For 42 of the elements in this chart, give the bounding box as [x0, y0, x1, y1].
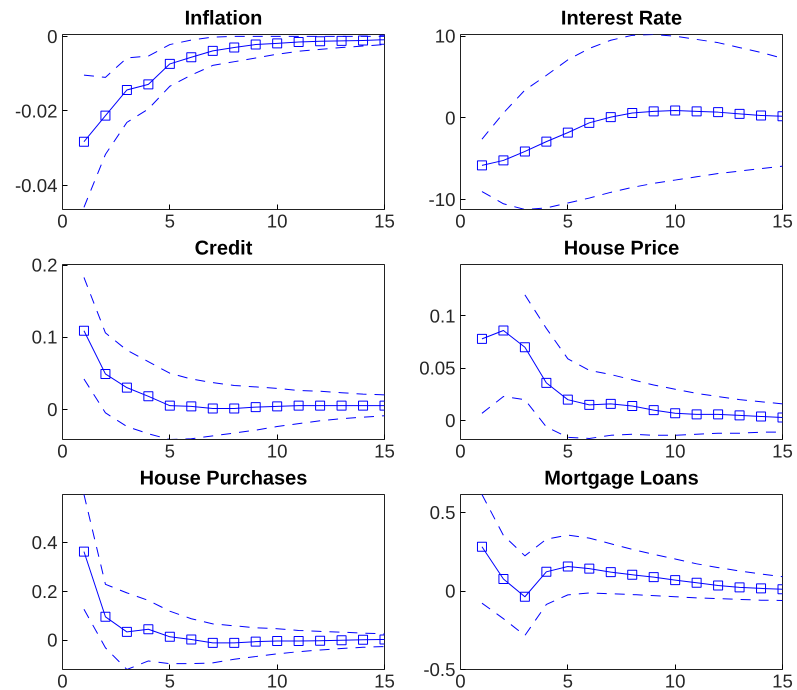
y-tick-label: 0	[47, 26, 58, 47]
y-tick-label: -10	[428, 189, 456, 210]
x-tick-label: 10	[266, 670, 288, 690]
x-tick-label: 5	[164, 670, 176, 690]
y-tick-label: 10	[434, 26, 456, 47]
chart-title: Mortgage Loans	[544, 468, 699, 490]
chart-title: House Price	[564, 238, 680, 260]
y-tick-label: 0.2	[32, 580, 58, 602]
x-tick-label: 15	[374, 440, 395, 462]
x-tick-label: 15	[374, 210, 395, 232]
chart-title: Credit	[194, 238, 253, 260]
x-tick-label: 10	[266, 210, 288, 232]
y-tick-label: 0	[445, 580, 456, 602]
y-tick-label: 0	[47, 398, 58, 420]
y-tick-label: 0.1	[32, 326, 58, 348]
chart-title: Interest Rate	[560, 8, 682, 30]
y-tick-label: 0	[445, 410, 456, 432]
x-tick-label: 15	[772, 670, 793, 690]
y-tick-label: 0.05	[419, 358, 456, 379]
x-tick-label: 15	[772, 210, 793, 232]
y-tick-label: 0.5	[430, 502, 456, 524]
y-tick-label: -0.5	[423, 659, 456, 680]
chart-title: Inflation	[184, 8, 262, 30]
y-tick-label: -0.04	[14, 174, 58, 196]
x-tick-label: 5	[562, 210, 574, 232]
x-tick-label: 5	[562, 440, 574, 462]
x-tick-label: 15	[772, 440, 793, 462]
x-tick-label: 10	[266, 440, 288, 462]
x-tick-label: 5	[562, 670, 574, 690]
x-tick-label: 15	[374, 670, 395, 690]
y-tick-label: 0.4	[32, 532, 58, 554]
x-tick-label: 5	[164, 440, 176, 462]
x-tick-label: 10	[664, 210, 686, 232]
chart-title: House Purchases	[140, 468, 308, 490]
y-tick-label: 0.2	[32, 254, 58, 276]
y-tick-label: 0	[445, 107, 456, 128]
y-tick-label: -0.02	[14, 100, 58, 122]
x-tick-label: 10	[664, 440, 686, 462]
y-tick-label: 0.1	[430, 305, 456, 326]
x-tick-label: 5	[164, 210, 176, 232]
x-tick-label: 10	[664, 670, 686, 690]
y-tick-label: 0	[47, 630, 58, 651]
